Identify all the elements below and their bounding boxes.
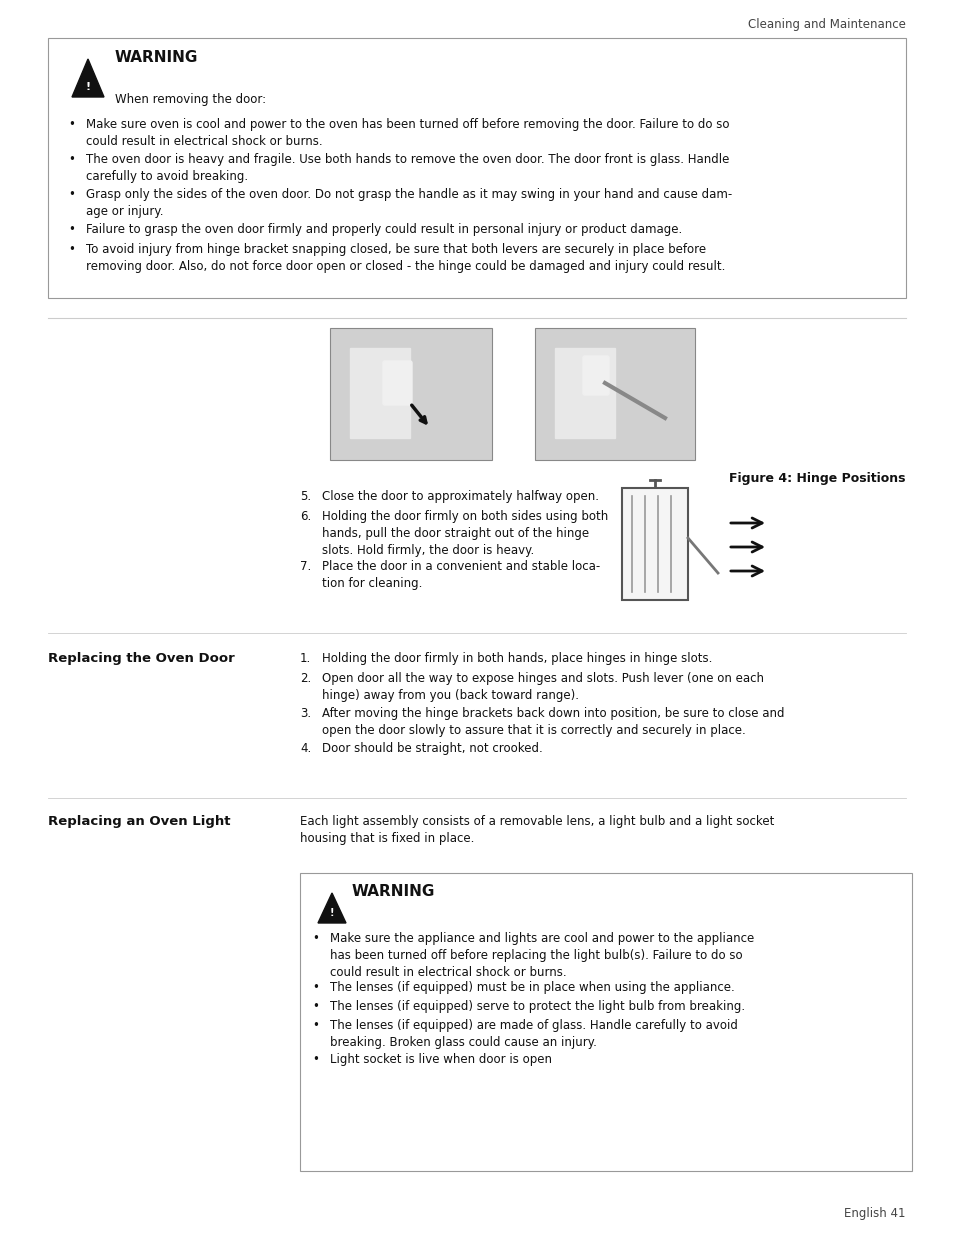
Text: The lenses (if equipped) serve to protect the light bulb from breaking.: The lenses (if equipped) serve to protec… (330, 1000, 744, 1013)
FancyBboxPatch shape (382, 361, 412, 405)
Text: WARNING: WARNING (115, 49, 198, 65)
FancyBboxPatch shape (535, 329, 695, 459)
Text: Place the door in a convenient and stable loca-
tion for cleaning.: Place the door in a convenient and stabl… (322, 559, 599, 590)
Polygon shape (317, 893, 346, 923)
Polygon shape (71, 59, 104, 98)
Text: 5.: 5. (299, 490, 311, 503)
Text: Each light assembly consists of a removable lens, a light bulb and a light socke: Each light assembly consists of a remova… (299, 815, 774, 845)
Text: Close the door to approximately halfway open.: Close the door to approximately halfway … (322, 490, 598, 503)
FancyBboxPatch shape (48, 38, 905, 298)
Text: •: • (312, 1019, 318, 1032)
FancyBboxPatch shape (621, 488, 687, 600)
Text: Make sure the appliance and lights are cool and power to the appliance
has been : Make sure the appliance and lights are c… (330, 932, 754, 979)
FancyBboxPatch shape (582, 356, 608, 395)
Text: WARNING: WARNING (352, 884, 435, 899)
Text: 3.: 3. (299, 706, 311, 720)
Text: Failure to grasp the oven door firmly and properly could result in personal inju: Failure to grasp the oven door firmly an… (86, 224, 681, 236)
Text: 4.: 4. (299, 742, 311, 755)
Polygon shape (555, 348, 615, 438)
Text: 1.: 1. (299, 652, 311, 664)
Text: Holding the door firmly in both hands, place hinges in hinge slots.: Holding the door firmly in both hands, p… (322, 652, 712, 664)
Text: Holding the door firmly on both sides using both
hands, pull the door straight o: Holding the door firmly on both sides us… (322, 510, 608, 557)
Text: •: • (68, 119, 74, 131)
Text: Replacing an Oven Light: Replacing an Oven Light (48, 815, 231, 827)
Text: •: • (68, 243, 74, 256)
Text: •: • (312, 932, 318, 945)
Text: When removing the door:: When removing the door: (115, 93, 266, 106)
Text: •: • (312, 1000, 318, 1013)
Text: English 41: English 41 (843, 1207, 905, 1220)
Text: Cleaning and Maintenance: Cleaning and Maintenance (747, 19, 905, 31)
Text: Door should be straight, not crooked.: Door should be straight, not crooked. (322, 742, 542, 755)
Text: •: • (68, 224, 74, 236)
Polygon shape (350, 348, 410, 438)
Text: •: • (312, 1053, 318, 1066)
Text: !: ! (86, 82, 91, 91)
Text: Grasp only the sides of the oven door. Do not grasp the handle as it may swing i: Grasp only the sides of the oven door. D… (86, 188, 732, 219)
Text: 7.: 7. (299, 559, 311, 573)
Text: The lenses (if equipped) are made of glass. Handle carefully to avoid
breaking. : The lenses (if equipped) are made of gla… (330, 1019, 737, 1049)
Text: Open door all the way to expose hinges and slots. Push lever (one on each
hinge): Open door all the way to expose hinges a… (322, 672, 763, 701)
FancyBboxPatch shape (299, 873, 911, 1171)
Text: Make sure oven is cool and power to the oven has been turned off before removing: Make sure oven is cool and power to the … (86, 119, 729, 148)
Text: 2.: 2. (299, 672, 311, 685)
Text: The oven door is heavy and fragile. Use both hands to remove the oven door. The : The oven door is heavy and fragile. Use … (86, 153, 729, 183)
Text: Replacing the Oven Door: Replacing the Oven Door (48, 652, 234, 664)
Text: 6.: 6. (299, 510, 311, 522)
Text: After moving the hinge brackets back down into position, be sure to close and
op: After moving the hinge brackets back dow… (322, 706, 783, 737)
Text: Figure 4: Hinge Positions: Figure 4: Hinge Positions (729, 472, 905, 485)
Text: Light socket is live when door is open: Light socket is live when door is open (330, 1053, 552, 1066)
FancyBboxPatch shape (330, 329, 492, 459)
Text: The lenses (if equipped) must be in place when using the appliance.: The lenses (if equipped) must be in plac… (330, 981, 734, 994)
Text: To avoid injury from hinge bracket snapping closed, be sure that both levers are: To avoid injury from hinge bracket snapp… (86, 243, 724, 273)
Text: •: • (68, 153, 74, 165)
Text: !: ! (330, 908, 334, 918)
Text: •: • (312, 981, 318, 994)
Text: •: • (68, 188, 74, 201)
